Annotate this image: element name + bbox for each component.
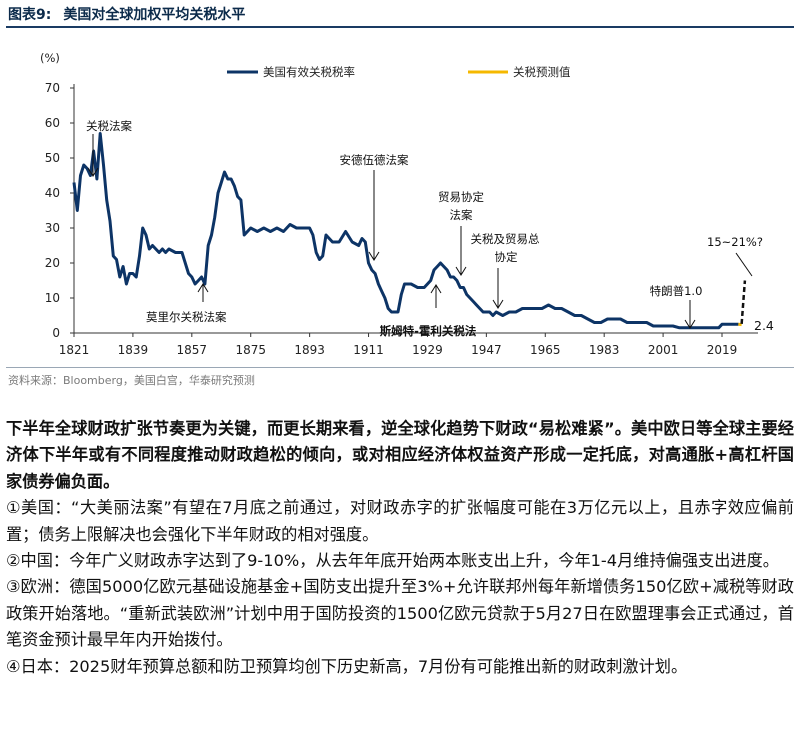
annotation-trade-agreements-act-line1: 贸易协定 <box>438 190 484 204</box>
annotation-forecast-value: 2.4 <box>754 318 774 333</box>
arrow-trump-1-head <box>684 319 696 329</box>
title-rule <box>6 26 794 28</box>
x-tick-label: 1821 <box>59 343 90 357</box>
point-china: ②中国：今年广义财政赤字达到了9-10%，从去年年底开始两本账支出上升，今年1-… <box>6 551 779 571</box>
annotation-smoot-hawley: 斯姆特-霍利关税法 <box>380 324 477 338</box>
legend-label-effective: 美国有效关税税率 <box>263 65 355 79</box>
lead-paragraph: 下半年全球财政扩张节奏更为关键，而更长期来看，逆全球化趋势下财政“易松难紧”。美… <box>6 419 794 491</box>
y-tick-label: 0 <box>52 326 60 340</box>
x-tick-label: 1929 <box>412 343 443 357</box>
point-japan: ④日本：2025财年预算总额和防卫预算均创下历史新高，7月份有可能推出新的财政刺… <box>6 656 688 676</box>
y-tick-label: 20 <box>45 256 60 270</box>
legend: 美国有效关税税率 关税预测值 <box>227 65 571 79</box>
annotation-tariff-of-1828: 关税法案 <box>86 119 132 133</box>
chart-marks <box>72 132 747 330</box>
y-tick-label: 40 <box>45 186 60 200</box>
chart-axes: 0 10 20 30 40 50 60 70 1821 1839 1857 1875 1893 1911 1… <box>45 81 758 357</box>
annotation-gatt-line1: 关税及贸易总 <box>471 232 540 246</box>
annotation-morrill-tariff: 莫里尔关税法案 <box>146 310 227 324</box>
arrow-trade-agreements-act-head <box>455 266 467 276</box>
body-text: 下半年全球财政扩张节奏更为关键，而更长期来看，逆全球化趋势下财政“易松难紧”。美… <box>6 416 794 680</box>
y-tick-label: 70 <box>45 81 60 95</box>
arrow-morrill-tariff-head <box>197 283 209 293</box>
y-tick-label: 10 <box>45 291 60 305</box>
x-tick-label: 1893 <box>294 343 325 357</box>
x-tick-label: 2001 <box>648 343 679 357</box>
annotation-gatt-line2: 协定 <box>495 250 518 264</box>
figure-title: 图表9: 美国对全球加权平均关税水平 <box>8 4 245 24</box>
figure-title-text: 美国对全球加权平均关税水平 <box>63 7 246 23</box>
tariff-chart: (%) 美国有效关税税率 关税预测值 0 10 20 30 40 50 60 70 1821 18… <box>40 51 774 357</box>
y-unit-label: (%) <box>40 51 60 65</box>
source-rule <box>6 367 794 368</box>
x-tick-label: 1911 <box>353 343 384 357</box>
x-tick-label: 1875 <box>235 343 266 357</box>
y-tick-label: 30 <box>45 221 60 235</box>
x-tick-label: 1857 <box>177 343 208 357</box>
figure-label: 图表9: <box>8 7 52 23</box>
figure-source: 资料来源：Bloomberg，美国白宫，华泰研究预测 <box>8 374 255 387</box>
series-line-effective <box>72 132 739 330</box>
annotation-trade-agreements-act-line2: 法案 <box>450 208 473 222</box>
x-tick-label: 1983 <box>589 343 620 357</box>
annotation-projection-range: 15~21%? <box>707 235 763 249</box>
point-us: ①美国：“大美丽法案”有望在7月底之前通过，对财政赤字的扩张幅度可能在3万亿元以… <box>6 498 794 544</box>
annotation-underwood-tariff: 安德伍德法案 <box>340 153 409 167</box>
annotation-trump-1: 特朗普1.0 <box>650 284 703 298</box>
projection-line <box>740 280 747 324</box>
arrow-tariff-of-1828-head <box>87 167 99 177</box>
x-tick-label: 2019 <box>707 343 738 357</box>
y-tick-label: 50 <box>45 151 60 165</box>
arrow-gatt-head <box>492 299 504 309</box>
projection-pointer <box>735 252 753 277</box>
x-tick-label: 1965 <box>530 343 561 357</box>
legend-label-forecast: 关税预测值 <box>513 65 571 79</box>
arrow-smoot-hawley-head <box>430 284 442 294</box>
x-tick-label: 1839 <box>118 343 149 357</box>
point-europe: ③欧洲：德国5000亿欧元基础设施基金+国防支出提升至3%+允许联邦州每年新增债… <box>6 577 794 650</box>
arrow-underwood-tariff-head <box>368 251 380 261</box>
x-tick-label: 1947 <box>471 343 502 357</box>
y-tick-label: 60 <box>45 116 60 130</box>
